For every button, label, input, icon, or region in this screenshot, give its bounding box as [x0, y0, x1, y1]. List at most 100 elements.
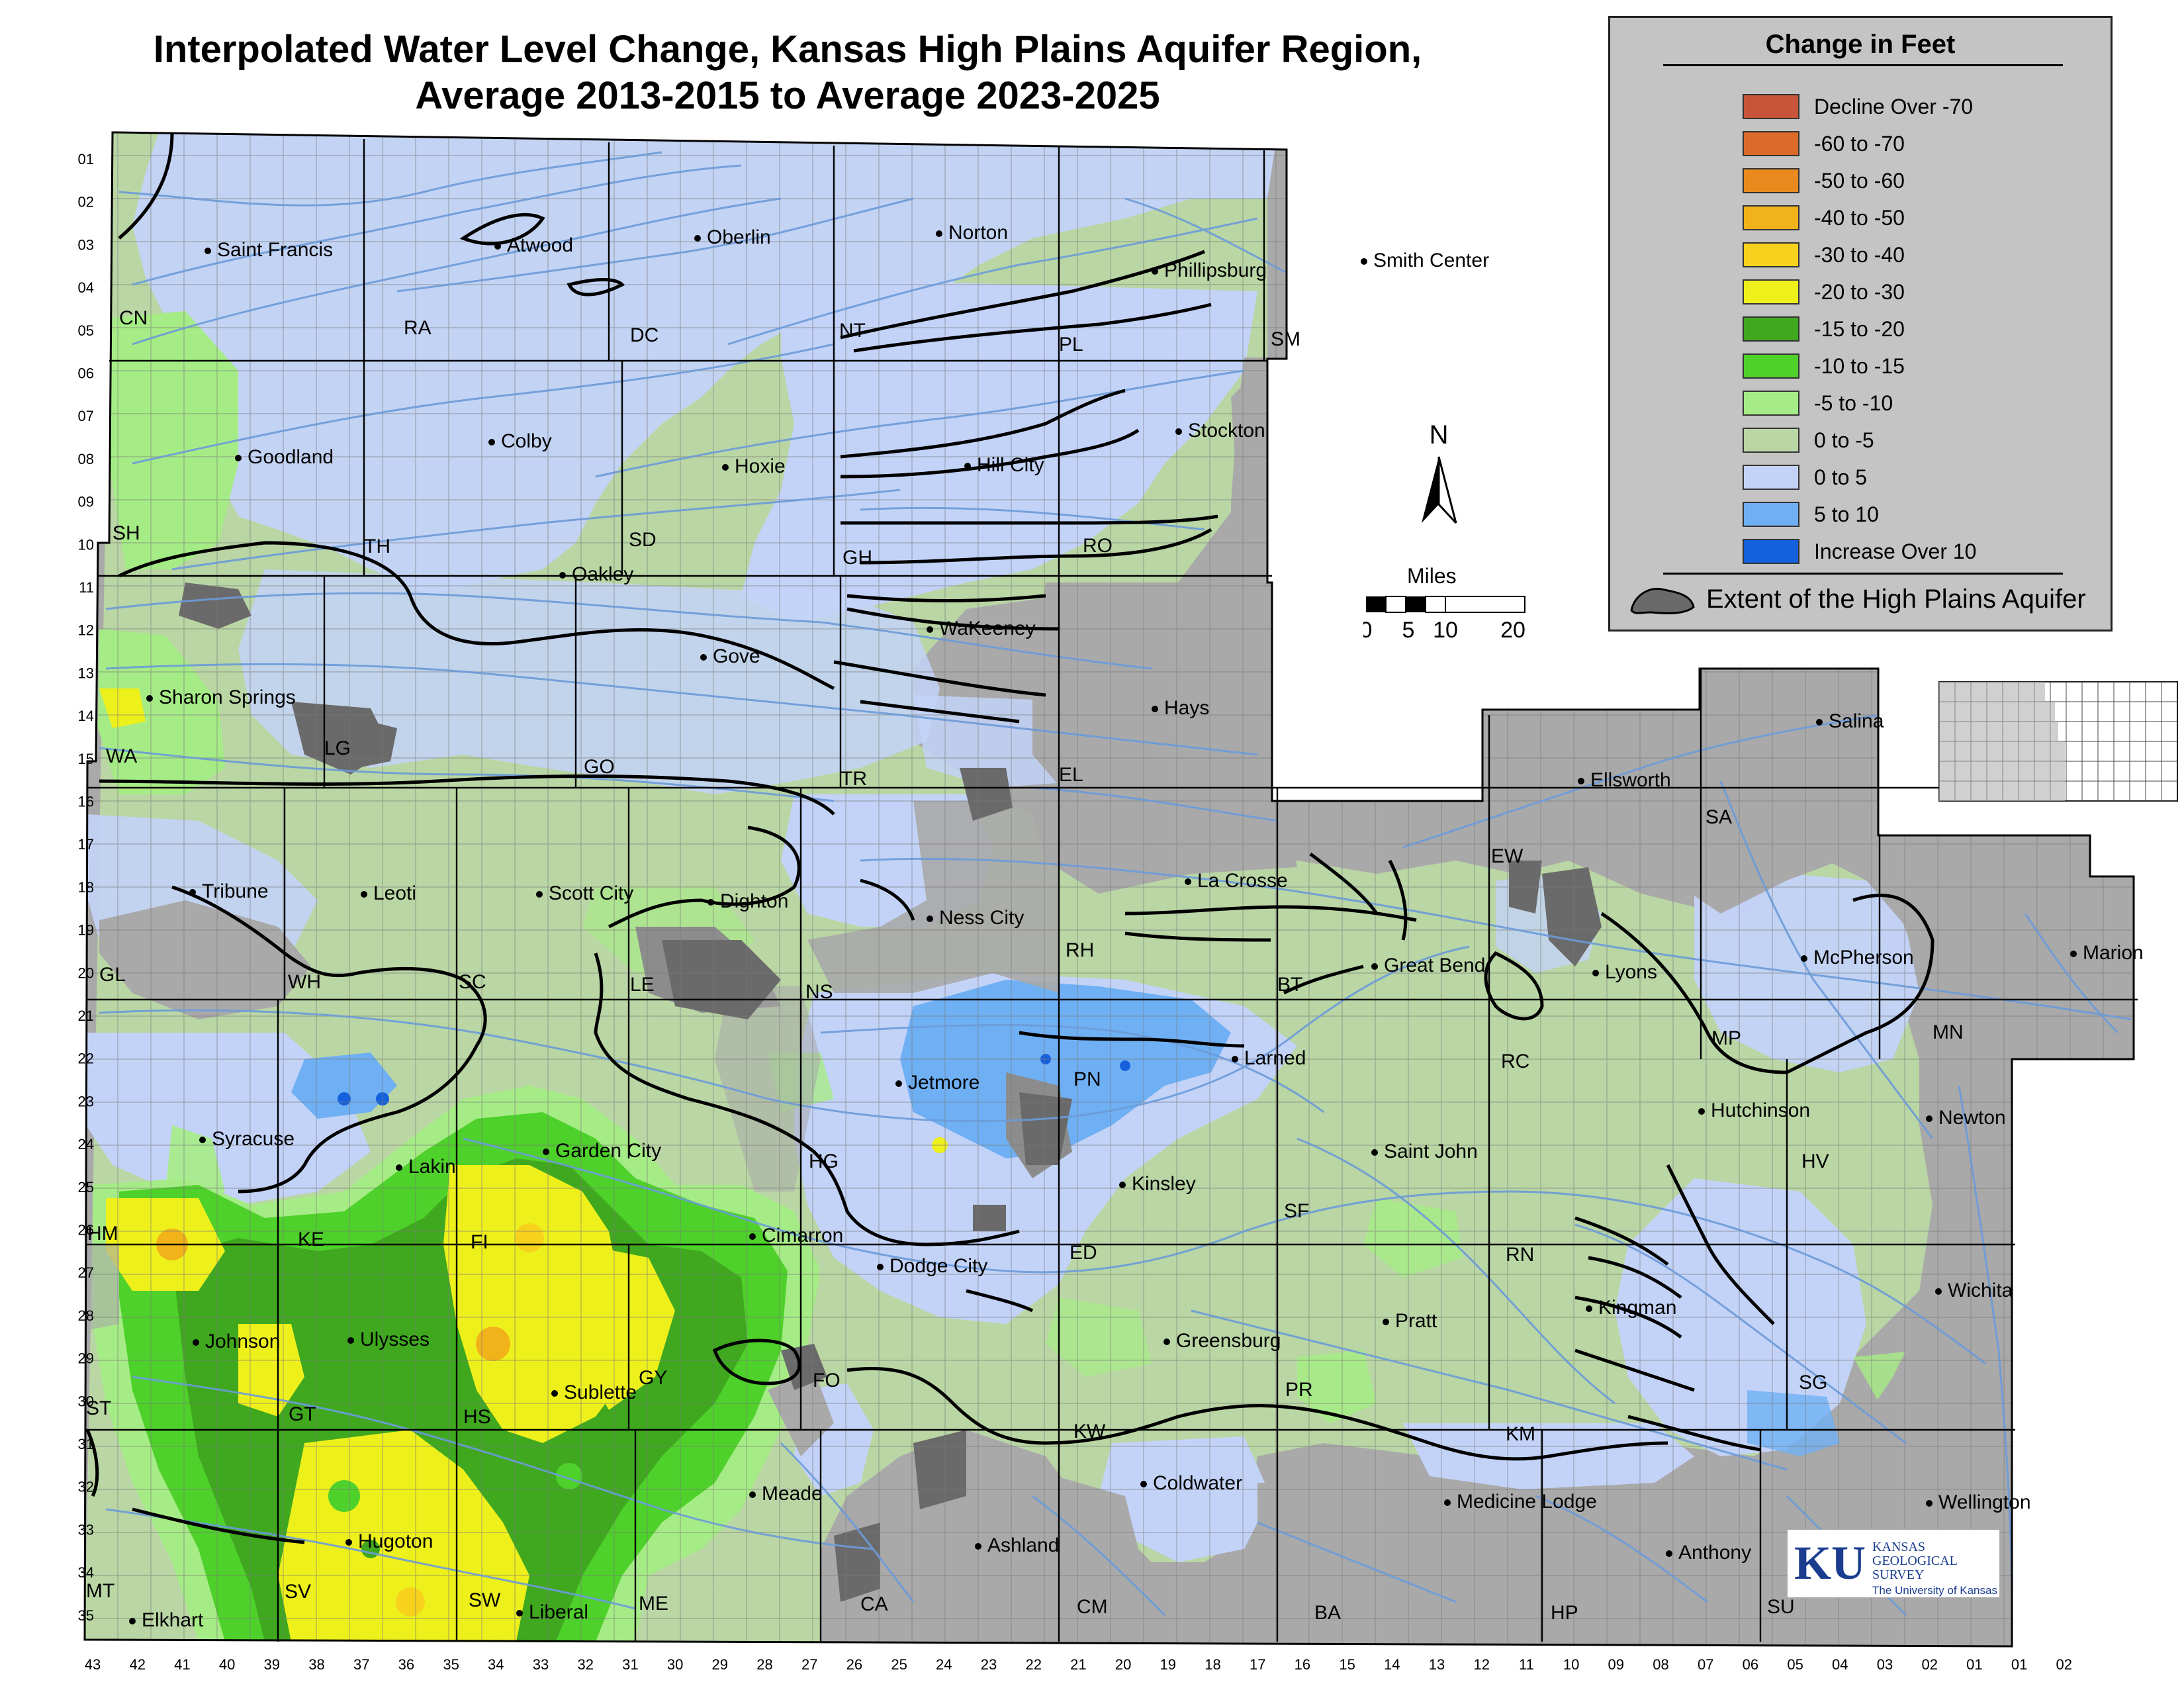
legend-swatch [1743, 279, 1799, 305]
legend-swatch [1743, 94, 1799, 119]
township-label: 30 [78, 1393, 94, 1409]
range-label: 39 [264, 1656, 280, 1673]
city-dot-icon [1185, 878, 1191, 885]
city: Ulysses [347, 1329, 430, 1350]
ku-logo-text: KANSAS GEOLOGICAL SURVEY [1872, 1540, 1958, 1582]
city-label: Hugoton [358, 1530, 433, 1552]
scale-tick-0: 0 [1363, 618, 1372, 643]
city-dot-icon [1152, 268, 1158, 275]
city: Sublette [551, 1382, 637, 1403]
city-label: Ulysses [360, 1329, 430, 1350]
legend-item: Increase Over 10 [1743, 537, 1976, 566]
city-label: Ashland [987, 1534, 1059, 1556]
city-label: Elkhart [142, 1609, 204, 1631]
city-label: Salina [1829, 710, 1884, 732]
city-dot-icon [536, 891, 543, 898]
township-label: 24 [78, 1136, 94, 1152]
county-code: FO [813, 1370, 841, 1391]
rivers [99, 151, 2132, 1617]
city: Salina [1816, 710, 1884, 732]
county-code: ME [639, 1593, 668, 1615]
county-code: SC [459, 971, 486, 993]
township-label: 26 [78, 1222, 94, 1239]
city-label: Tribune [202, 880, 269, 902]
township-label: 23 [78, 1093, 94, 1109]
city: Ashland [975, 1534, 1059, 1556]
city-label: Dodge City [889, 1255, 987, 1277]
city: Greensburg [1163, 1330, 1281, 1352]
city-dot-icon [895, 1080, 902, 1087]
ku-logo-line1: KANSAS [1872, 1540, 1926, 1554]
legend-divider-top [1663, 64, 2063, 66]
city-dot-icon [2070, 951, 2077, 957]
city-dot-icon [345, 1539, 352, 1546]
range-label: 14 [1384, 1656, 1400, 1673]
city-label: Scott City [549, 882, 633, 904]
city-dot-icon [235, 455, 242, 461]
city-dot-icon [694, 235, 701, 242]
county-code: FI [471, 1231, 488, 1253]
scale-bar: 0 5 10 20 [1363, 596, 1525, 643]
city: Elkhart [129, 1609, 204, 1631]
city: Leoti [361, 882, 416, 904]
legend-label: -15 to -20 [1814, 316, 1905, 341]
legend-item: -5 to -10 [1743, 389, 1893, 418]
county-code: MT [86, 1580, 114, 1602]
city-dot-icon [543, 1149, 549, 1155]
county-code: SG [1799, 1372, 1827, 1393]
city-dot-icon [559, 572, 566, 579]
county-code: GT [289, 1403, 316, 1425]
township-label: 05 [78, 322, 94, 339]
legend-swatch [1743, 205, 1799, 230]
city: Dighton [707, 890, 788, 912]
city: Oakley [559, 563, 633, 585]
county-code: SV [285, 1581, 311, 1603]
city: Wichita [1935, 1280, 2013, 1301]
range-label: 28 [756, 1656, 772, 1673]
city-dot-icon [1935, 1288, 1942, 1295]
legend-swatch [1743, 391, 1799, 416]
township-label: 14 [78, 708, 94, 724]
city-dot-icon [700, 654, 707, 661]
range-label: 36 [398, 1656, 414, 1673]
county-code: SH [113, 522, 140, 544]
city-label: Pratt [1395, 1310, 1437, 1332]
state-outline [83, 131, 2135, 1648]
range-label: 16 [1295, 1656, 1310, 1673]
range-label: 01 [2011, 1656, 2027, 1673]
city-label: Sublette [564, 1382, 637, 1403]
city: Lyons [1592, 961, 1657, 983]
legend-swatch [1743, 242, 1799, 267]
legend-swatch [1743, 465, 1799, 490]
legend-label: -5 to -10 [1814, 391, 1893, 415]
county-code: PR [1285, 1379, 1313, 1401]
city-dot-icon [975, 1543, 981, 1550]
city-dot-icon [1592, 970, 1599, 976]
city: Oberlin [694, 226, 771, 248]
county-code: GL [99, 964, 126, 986]
range-label: 42 [129, 1656, 145, 1673]
city: Tribune [189, 880, 269, 902]
city-dot-icon [396, 1164, 402, 1171]
range-label: 18 [1205, 1656, 1220, 1673]
city-label: Saint John [1384, 1141, 1478, 1162]
township-label: 22 [78, 1051, 94, 1067]
county-code: BA [1314, 1602, 1341, 1624]
range-labels: 43 42 41 40 39 38 37 36 35 34 33 32 31 30 29 28 27 26 25 24… [85, 1656, 2072, 1673]
city: McPherson [1801, 947, 1914, 968]
range-label: 02 [2056, 1656, 2072, 1673]
township-label: 19 [78, 922, 94, 939]
township-label: 17 [78, 836, 94, 853]
city: Meade [749, 1483, 823, 1505]
city: Hugoton [345, 1530, 433, 1552]
legend-item: -10 to -15 [1743, 352, 1905, 381]
legend-swatch [1743, 428, 1799, 453]
city-label: Lyons [1605, 961, 1657, 983]
city: Syracuse [199, 1128, 295, 1150]
city: Marion [2070, 942, 2144, 964]
range-label: 38 [308, 1656, 324, 1673]
township-label: 31 [78, 1436, 94, 1452]
city: Ellsworth [1578, 769, 1671, 791]
legend-label: Increase Over 10 [1814, 539, 1977, 563]
